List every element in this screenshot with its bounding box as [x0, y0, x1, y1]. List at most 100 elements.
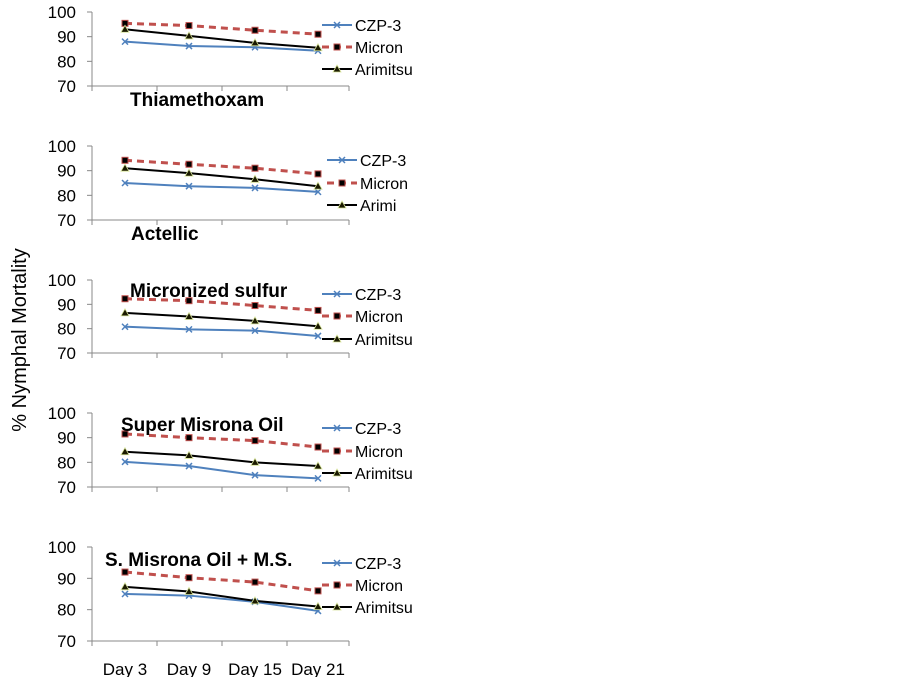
legend-label: CZP-3 — [355, 421, 401, 438]
data-point-x-marker — [121, 458, 129, 466]
series-czp-3 — [121, 38, 322, 55]
y-tick-label: 70 — [57, 344, 76, 363]
y-tick-label: 70 — [57, 211, 76, 230]
y-tick-label: 80 — [57, 601, 76, 620]
y-tick-label: 90 — [57, 28, 76, 47]
series-line — [124, 585, 319, 608]
data-point-triangle-marker — [250, 316, 260, 325]
legend-entry: CZP-3 — [322, 421, 401, 438]
series-arimitsu — [120, 163, 323, 190]
series-line — [124, 570, 319, 593]
y-tick-label: 90 — [57, 162, 76, 181]
data-point-triangle-marker — [332, 602, 342, 611]
y-tick-label: 80 — [57, 453, 76, 472]
legend-entry: Arimitsu — [322, 466, 413, 483]
series-micron — [121, 295, 322, 314]
legend-label: Micron — [355, 444, 403, 461]
y-tick-label: 90 — [57, 429, 76, 448]
y-tick-label: 100 — [48, 3, 76, 22]
data-point-triangle-marker — [120, 308, 130, 317]
series-micron — [121, 19, 322, 38]
panel-title: Thiamethoxam — [130, 90, 264, 111]
legend-label: CZP-3 — [355, 287, 401, 304]
series-micron — [121, 568, 322, 595]
data-point-square-marker — [185, 574, 193, 582]
legend-label: Arimitsu — [355, 466, 413, 483]
x-tick-label: Day 15 — [228, 660, 282, 677]
y-tick-label: 100 — [48, 137, 76, 156]
series-line — [124, 593, 319, 612]
data-point-square-marker — [185, 434, 193, 442]
data-point-triangle-marker — [332, 468, 342, 477]
data-point-x-marker — [121, 38, 129, 46]
data-point-square-marker — [314, 443, 322, 451]
panel-title: Actellic — [131, 224, 199, 245]
data-point-triangle-marker — [184, 586, 194, 595]
legend-entry: Arimi — [327, 198, 396, 215]
data-point-square-marker — [121, 568, 129, 576]
y-tick-label: 80 — [57, 52, 76, 71]
data-point-square-marker — [333, 312, 341, 320]
data-point-triangle-marker — [120, 163, 130, 172]
data-point-triangle-marker — [313, 461, 323, 470]
data-point-x-marker — [314, 332, 322, 340]
legend-entry: CZP-3 — [322, 18, 401, 35]
y-tick-label: 80 — [57, 320, 76, 339]
data-point-triangle-marker — [313, 321, 323, 330]
data-point-triangle-marker — [332, 64, 342, 73]
series-line — [124, 40, 319, 52]
y-tick-label: 70 — [57, 77, 76, 96]
data-point-x-marker — [185, 182, 193, 190]
series-line — [124, 21, 319, 36]
panel-title: Micronized sulfur — [130, 281, 288, 302]
data-point-triangle-marker — [313, 42, 323, 52]
legend-entry: Arimitsu — [322, 62, 413, 79]
data-point-square-marker — [333, 581, 341, 589]
y-tick-label: 90 — [57, 295, 76, 314]
data-point-triangle-marker — [120, 581, 130, 591]
legend-label: CZP-3 — [355, 18, 401, 35]
y-tick-label: 70 — [57, 632, 76, 651]
data-point-x-marker — [251, 184, 259, 192]
legend-entry: Arimitsu — [322, 600, 413, 617]
legend-entry: Micron — [322, 444, 403, 461]
series-arimitsu — [120, 308, 323, 330]
legend-label: Arimitsu — [355, 62, 413, 79]
data-point-square-marker — [121, 295, 129, 303]
chart-panel-2: 70 80 90 100 CZP-3 Micron Arimi Actellic — [48, 137, 408, 245]
data-point-triangle-marker — [313, 601, 323, 610]
y-tick-label: 100 — [48, 271, 76, 290]
legend-entry: Arimitsu — [322, 332, 413, 349]
legend-label: CZP-3 — [355, 556, 401, 573]
data-point-x-marker — [185, 325, 193, 333]
y-tick-label: 90 — [57, 569, 76, 588]
data-point-x-marker — [333, 559, 341, 567]
data-point-square-marker — [338, 179, 346, 187]
data-point-square-marker — [185, 160, 193, 168]
data-point-triangle-marker — [250, 457, 260, 466]
series-arimitsu — [120, 581, 323, 610]
legend-label: Micron — [355, 578, 403, 595]
data-point-triangle-marker — [184, 450, 194, 459]
y-tick-label: 70 — [57, 478, 76, 497]
series-czp-3 — [121, 590, 322, 615]
data-point-triangle-marker — [120, 24, 130, 33]
data-point-square-marker — [314, 170, 322, 178]
legend-entry: CZP-3 — [322, 556, 401, 573]
data-point-square-marker — [314, 587, 322, 595]
series-micron — [121, 156, 322, 178]
data-point-x-marker — [314, 188, 322, 196]
panel-title: Super Misrona Oil — [121, 415, 284, 436]
data-point-x-marker — [121, 179, 129, 187]
data-point-triangle-marker — [120, 446, 130, 456]
series-line — [124, 432, 319, 449]
legend-entry: Micron — [322, 578, 403, 595]
data-point-triangle-marker — [332, 334, 342, 343]
series-line — [124, 28, 319, 49]
data-point-x-marker — [333, 424, 341, 432]
legend-label: Arimitsu — [355, 332, 413, 349]
legend-entry: CZP-3 — [322, 287, 401, 304]
series-line — [124, 450, 319, 468]
series-line — [124, 297, 319, 312]
y-axis-label: % Nymphal Mortality — [9, 248, 31, 431]
